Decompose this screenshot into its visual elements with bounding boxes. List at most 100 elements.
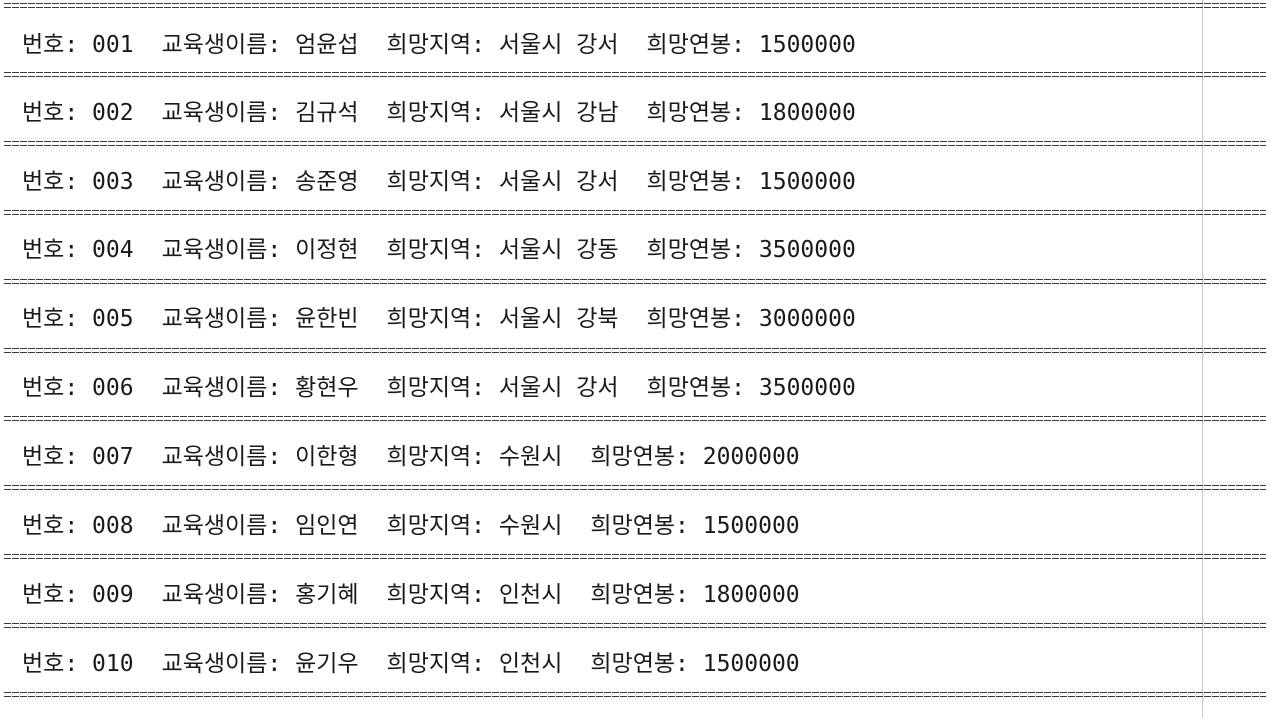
record-row: 번호: 007 교육생이름: 이한형 희망지역: 수원시 희망연봉: 2000000: [22, 437, 800, 477]
region-label: 희망지역:: [386, 169, 499, 195]
salary-label: 희망연봉:: [590, 444, 703, 470]
region-label: 희망지역:: [386, 651, 499, 677]
region-value: 인천시: [498, 651, 563, 677]
name-label: 교육생이름:: [161, 32, 296, 58]
region-label: 희망지역:: [386, 582, 499, 608]
name-label: 교육생이름:: [161, 100, 296, 126]
name-value: 김규석: [295, 100, 359, 126]
number-label: 번호:: [22, 237, 93, 263]
region-value: 수원시: [498, 444, 563, 470]
name-label: 교육생이름:: [161, 306, 296, 332]
salary-label: 희망연봉:: [590, 582, 703, 608]
region-value: 수원시: [498, 513, 563, 539]
separator-line: [4, 622, 1266, 630]
region-label: 희망지역:: [386, 513, 499, 539]
number-label: 번호:: [22, 100, 93, 126]
separator-line: [4, 71, 1266, 79]
region-label: 희망지역:: [386, 100, 499, 126]
number-value: 005: [92, 306, 134, 332]
name-value: 송준영: [295, 169, 359, 195]
number-label: 번호:: [22, 375, 93, 401]
name-label: 교육생이름:: [161, 651, 296, 677]
salary-value: 3000000: [758, 306, 856, 332]
salary-value: 1500000: [702, 651, 800, 677]
salary-value: 2000000: [702, 444, 800, 470]
region-value: 서울시 강서: [498, 375, 619, 401]
name-value: 엄윤섭: [295, 32, 359, 58]
region-label: 희망지역:: [386, 375, 499, 401]
salary-label: 희망연봉:: [646, 306, 759, 332]
number-value: 007: [92, 444, 134, 470]
name-label: 교육생이름:: [161, 582, 296, 608]
number-value: 009: [92, 582, 134, 608]
salary-label: 희망연봉:: [646, 169, 759, 195]
number-value: 004: [92, 237, 134, 263]
record-row: 번호: 004 교육생이름: 이정현 희망지역: 서울시 강동 희망연봉: 35000…: [22, 230, 856, 270]
number-value: 010: [92, 651, 134, 677]
region-value: 인천시: [498, 582, 563, 608]
region-label: 희망지역:: [386, 306, 499, 332]
name-label: 교육생이름:: [161, 444, 296, 470]
number-label: 번호:: [22, 169, 93, 195]
salary-label: 희망연봉:: [646, 100, 759, 126]
number-label: 번호:: [22, 582, 93, 608]
separator-line: [4, 140, 1266, 148]
number-label: 번호:: [22, 444, 93, 470]
salary-label: 희망연봉:: [646, 237, 759, 263]
region-label: 희망지역:: [386, 32, 499, 58]
region-label: 희망지역:: [386, 237, 499, 263]
number-value: 001: [92, 32, 134, 58]
number-label: 번호:: [22, 513, 93, 539]
number-value: 003: [92, 169, 134, 195]
record-row: 번호: 008 교육생이름: 임인연 희망지역: 수원시 희망연봉: 1500000: [22, 506, 800, 546]
separator-line: [4, 2, 1266, 10]
name-label: 교육생이름:: [161, 237, 296, 263]
salary-label: 희망연봉:: [646, 375, 759, 401]
region-value: 서울시 강동: [498, 237, 619, 263]
column-guide-line: [1202, 0, 1203, 718]
region-value: 서울시 강북: [498, 306, 619, 332]
name-label: 교육생이름:: [161, 513, 296, 539]
separator-line: [4, 415, 1266, 423]
region-label: 희망지역:: [386, 444, 499, 470]
region-value: 서울시 강서: [498, 169, 619, 195]
name-value: 윤한빈: [295, 306, 359, 332]
separator-line: [4, 553, 1266, 561]
salary-value: 1500000: [702, 513, 800, 539]
record-row: 번호: 006 교육생이름: 황현우 희망지역: 서울시 강서 희망연봉: 35000…: [22, 368, 856, 408]
separator-line: [4, 278, 1266, 286]
record-row: 번호: 005 교육생이름: 윤한빈 희망지역: 서울시 강북 희망연봉: 30000…: [22, 299, 856, 339]
separator-line: [4, 484, 1266, 492]
record-row: 번호: 010 교육생이름: 윤기우 희망지역: 인천시 희망연봉: 1500000: [22, 644, 800, 684]
region-value: 서울시 강남: [498, 100, 619, 126]
salary-label: 희망연봉:: [590, 513, 703, 539]
name-value: 임인연: [295, 513, 359, 539]
number-label: 번호:: [22, 306, 93, 332]
number-value: 006: [92, 375, 134, 401]
salary-value: 1500000: [758, 32, 856, 58]
separator-line: [4, 347, 1266, 355]
salary-value: 1500000: [758, 169, 856, 195]
separator-line: [4, 209, 1266, 217]
record-row: 번호: 002 교육생이름: 김규석 희망지역: 서울시 강남 희망연봉: 18000…: [22, 93, 856, 133]
name-value: 홍기혜: [295, 582, 359, 608]
salary-value: 3500000: [758, 375, 856, 401]
record-row: 번호: 003 교육생이름: 송준영 희망지역: 서울시 강서 희망연봉: 15000…: [22, 162, 856, 202]
number-value: 008: [92, 513, 134, 539]
salary-label: 희망연봉:: [646, 32, 759, 58]
separator-line: [4, 691, 1266, 699]
record-row: 번호: 009 교육생이름: 홍기혜 희망지역: 인천시 희망연봉: 1800000: [22, 575, 800, 615]
salary-value: 3500000: [758, 237, 856, 263]
name-value: 황현우: [295, 375, 359, 401]
name-value: 이정현: [295, 237, 359, 263]
salary-value: 1800000: [702, 582, 800, 608]
name-label: 교육생이름:: [161, 169, 296, 195]
region-value: 서울시 강서: [498, 32, 619, 58]
name-value: 윤기우: [295, 651, 359, 677]
salary-label: 희망연봉:: [590, 651, 703, 677]
number-label: 번호:: [22, 32, 93, 58]
name-value: 이한형: [295, 444, 359, 470]
number-value: 002: [92, 100, 134, 126]
salary-value: 1800000: [758, 100, 856, 126]
